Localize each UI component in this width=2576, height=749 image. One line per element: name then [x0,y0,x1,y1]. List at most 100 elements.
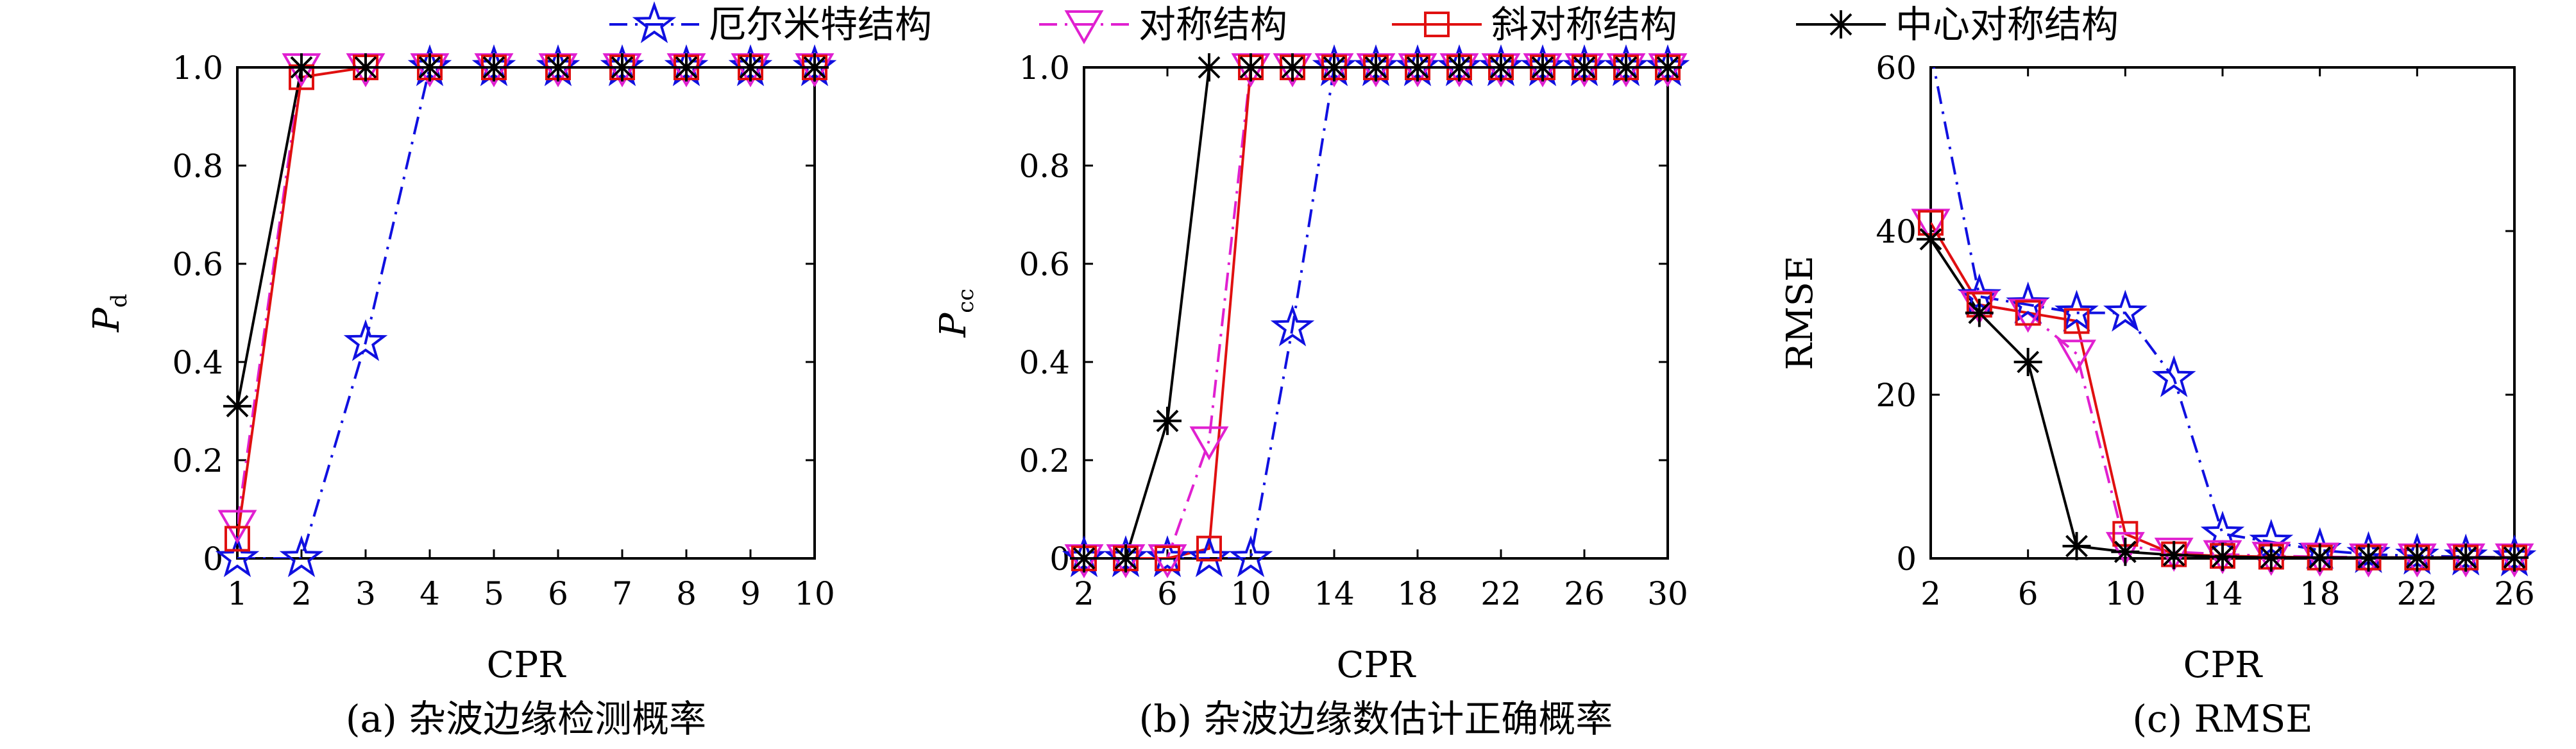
y-tick-label: 0.4 [1019,344,1070,381]
data-point [2160,540,2189,569]
data-point [1195,53,1223,82]
x-tick-label: 2 [1920,575,1941,612]
marker-layer [1062,44,1690,579]
x-axis-label: CPR [2183,644,2264,686]
data-point [1529,53,1557,82]
series-line [1084,67,1668,558]
data-point [736,53,765,82]
x-tick-label: 6 [2018,575,2038,612]
y-tick-label: 0 [203,540,223,578]
series-line [237,67,815,539]
data-point [279,535,324,578]
data-point [1965,298,1994,327]
series-line [237,67,815,524]
data-point [1612,53,1640,82]
series-line [237,67,815,407]
legend-label: 厄尔米特结构 [709,3,932,46]
y-tick-label: 0.2 [1019,442,1070,479]
data-point [2151,355,2196,397]
data-point [1070,544,1098,573]
series-line [237,67,815,558]
series-line [1931,222,2514,558]
legend-marker [1064,10,1104,45]
data-point [2057,340,2096,374]
y-tick-label: 0.8 [1019,148,1070,185]
x-tick-label: 8 [676,575,697,612]
plot-frame [236,66,816,560]
data-point [223,392,251,420]
data-point [1278,53,1307,82]
x-tick-label: 22 [2397,575,2438,612]
x-axis-label: CPR [487,644,567,686]
x-tick-label: 9 [740,575,761,612]
panel-caption: (c) RMSE [2132,697,2312,741]
data-point [1112,544,1140,573]
data-point [801,53,829,82]
x-tick-label: 1 [227,575,248,612]
panel-caption: (b) 杂波边缘数估计正确概率 [1139,697,1613,741]
data-point [608,53,636,82]
legend-marker [632,1,677,44]
data-point [2305,543,2334,572]
x-axis-label: CPR [1337,644,1417,686]
x-tick-label: 10 [794,575,835,612]
y-tick-label: 0.6 [1019,246,1070,283]
data-point [2111,537,2140,566]
legend: 厄尔米特结构 对称结构 斜对称结构 中心对称结构 [609,1,2119,46]
y-axis-label: RMSE [1779,255,1821,370]
data-point [343,319,388,361]
data-point [2257,543,2285,572]
x-tick-label: 7 [612,575,632,612]
y-axis-label-sub: cc [953,289,979,313]
data-point [480,53,508,82]
panel-a: 1 2 3 4 5 6 7 8 9 10 0 0.2 0.4 0.6 0.8 1.0 CPR Pd (a) 杂波边缘… [86,44,837,741]
data-point [2105,531,2145,566]
legend-marker [1827,10,1855,39]
x-tick-label: 18 [2300,575,2341,612]
data-point [2403,543,2432,572]
plot-frame [1083,66,1669,560]
legend-entry: 中心对称结构 [1796,3,2119,46]
data-point [287,53,316,82]
data-point [2055,289,2099,332]
data-point [2103,289,2148,332]
data-point [1189,426,1229,461]
data-point [1487,53,1515,82]
y-tick-label: 40 [1876,213,1917,250]
legend-entry: 厄尔米特结构 [609,1,932,46]
data-point [1155,546,1180,571]
x-tick-label: 22 [1480,575,1521,612]
x-tick-label: 14 [1314,575,1355,612]
y-tick-label: 0.4 [172,344,223,381]
x-tick-label: 6 [1157,575,1178,612]
marker-layer [1911,209,2537,578]
legend-entry: 斜对称结构 [1392,3,1677,46]
data-point [1570,53,1598,82]
data-point [2006,281,2050,323]
y-tick-label: 0.6 [172,246,223,283]
data-point [2452,543,2480,572]
y-tick-label: 1.0 [1019,49,1070,87]
series-line [1084,67,1668,558]
data-point [2208,542,2237,571]
data-point [352,53,380,82]
data-point [544,53,572,82]
data-point [1270,304,1315,347]
data-point [2013,348,2042,376]
series-line [1084,67,1668,558]
y-axis-label-main: P [933,312,974,338]
y-tick-label: 60 [1876,49,1917,87]
series-line [1084,67,1668,558]
x-tick-label: 3 [355,575,376,612]
data-point [1320,53,1348,82]
x-tick-label: 14 [2202,575,2243,612]
y-tick-label: 0 [1896,540,1917,578]
data-point [2500,543,2529,572]
y-axis-label-main: RMSE [1779,255,1821,370]
x-tick-label: 2 [291,575,312,612]
x-tick-label: 6 [548,575,568,612]
legend-label: 斜对称结构 [1491,3,1677,46]
data-point [1917,225,1945,254]
